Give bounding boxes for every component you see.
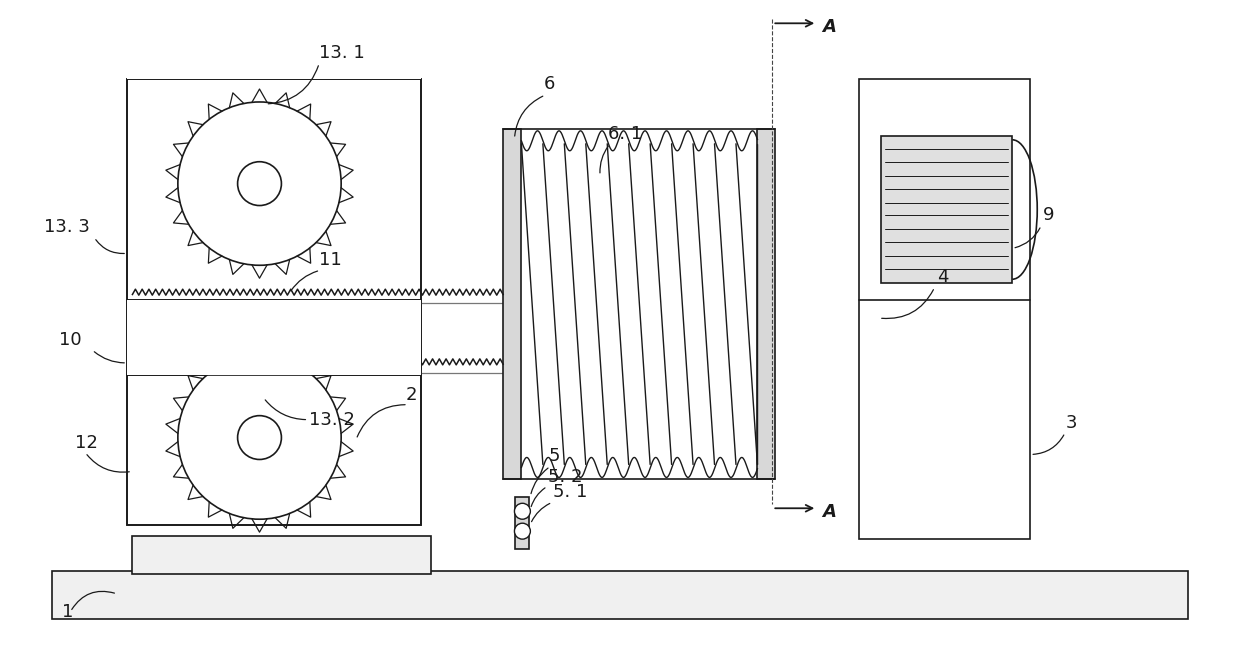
Bar — [128, 300, 421, 375]
Text: 5. 1: 5. 1 — [554, 483, 587, 501]
Bar — [859, 79, 1031, 539]
Text: 11: 11 — [320, 251, 342, 269]
Text: 13. 3: 13. 3 — [45, 218, 90, 237]
Text: 13. 1: 13. 1 — [320, 44, 366, 62]
Bar — [128, 79, 421, 525]
Text: 6: 6 — [544, 75, 555, 93]
Bar — [128, 19, 421, 79]
Text: 13. 2: 13. 2 — [310, 410, 356, 429]
Bar — [128, 79, 421, 525]
Text: 3: 3 — [1066, 414, 1078, 432]
Text: A: A — [823, 503, 836, 521]
Bar — [133, 536, 431, 574]
Circle shape — [238, 416, 281, 460]
Circle shape — [178, 356, 341, 519]
Bar — [503, 129, 522, 479]
Bar — [515, 497, 529, 549]
Text: A: A — [823, 18, 836, 37]
Text: 6. 1: 6. 1 — [608, 125, 642, 143]
Text: 9: 9 — [1043, 206, 1054, 225]
Text: 5. 2: 5. 2 — [549, 468, 582, 486]
Circle shape — [514, 503, 530, 519]
Bar — [881, 136, 1012, 283]
Bar — [757, 129, 776, 479]
Circle shape — [238, 162, 281, 205]
Text: 2: 2 — [406, 386, 418, 404]
Text: 1: 1 — [62, 602, 73, 621]
Circle shape — [178, 102, 341, 265]
Circle shape — [514, 523, 530, 539]
Text: 5: 5 — [549, 448, 560, 465]
Text: 10: 10 — [59, 331, 82, 349]
Bar — [52, 571, 1188, 619]
Text: 4: 4 — [937, 268, 948, 286]
Text: 12: 12 — [76, 434, 98, 452]
